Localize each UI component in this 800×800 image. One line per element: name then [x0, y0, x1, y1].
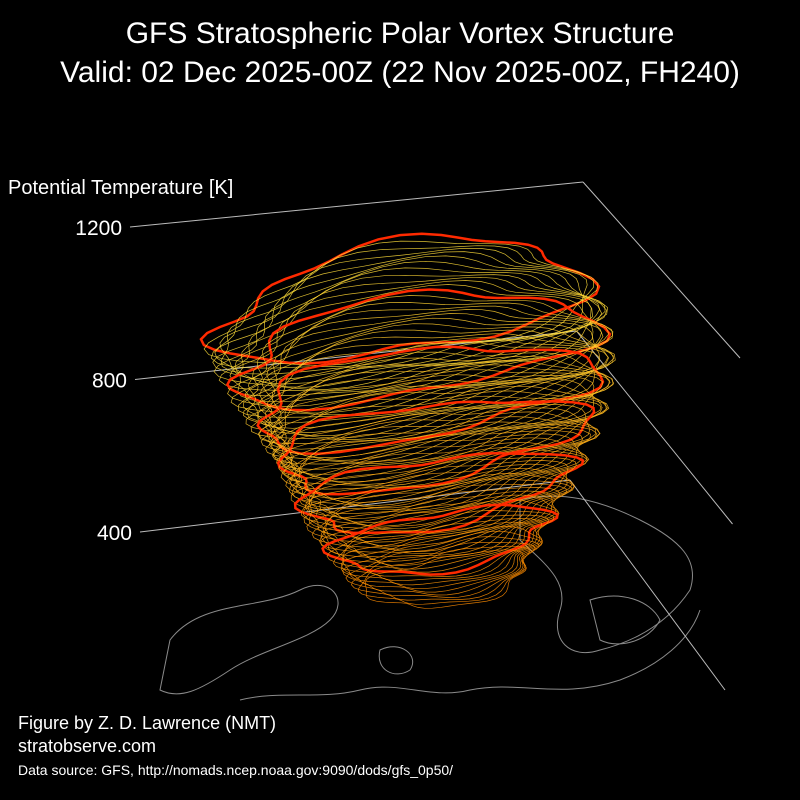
contour [218, 274, 606, 392]
contour [289, 442, 590, 530]
contour [333, 514, 550, 582]
contour [268, 374, 595, 475]
contour [245, 329, 616, 439]
labels: 400 800 1200 [75, 217, 132, 545]
contour [257, 341, 600, 450]
contour [358, 545, 531, 605]
axes [129, 181, 741, 691]
contour [304, 463, 573, 547]
grid-line [569, 479, 726, 691]
contour-highlight [321, 503, 559, 576]
grid-line [582, 181, 741, 359]
contour [345, 536, 540, 598]
contour [210, 245, 594, 369]
contour [291, 430, 583, 519]
contour-highlight [199, 232, 601, 365]
coastline [589, 595, 661, 645]
contour [283, 404, 591, 500]
z-axis-label: Potential Temperature [K] [8, 177, 233, 199]
contour [273, 395, 603, 490]
contour [244, 313, 601, 429]
contour [303, 473, 575, 552]
contour [300, 456, 577, 539]
contour [320, 494, 559, 570]
contour [341, 521, 543, 590]
contour [219, 251, 593, 380]
grid-line [576, 330, 733, 525]
z-tick-label: 1200 [75, 217, 122, 240]
contour [306, 478, 573, 555]
contour [278, 416, 601, 509]
contour [319, 487, 561, 562]
grid-line [139, 479, 571, 533]
contour [272, 378, 602, 479]
contour [203, 240, 599, 366]
credit-source: Data source: GFS, http://nomads.ncep.noa… [18, 762, 453, 778]
credit-author: Figure by Z. D. Lawrence (NMT) [18, 713, 276, 733]
coastlines [159, 495, 701, 701]
contour [364, 549, 527, 609]
coastline [378, 646, 414, 675]
credit-site: stratobserve.com [18, 736, 156, 756]
contour [230, 302, 613, 416]
contour [342, 530, 542, 596]
contour [227, 295, 614, 414]
chart-subtitle: Valid: 02 Dec 2025-00Z (22 Nov 2025-00Z,… [60, 56, 740, 89]
coastline [159, 584, 339, 695]
contour [258, 351, 610, 458]
contour [341, 526, 543, 593]
contour-highlight [256, 345, 605, 456]
vortex [199, 232, 616, 609]
contour [237, 305, 610, 418]
contour [311, 483, 567, 558]
z-tick-label: 800 [92, 370, 127, 393]
contour [227, 276, 601, 397]
z-tick-label: 400 [97, 522, 132, 545]
contour [265, 364, 611, 465]
chart-title: GFS Stratospheric Polar Vortex Structure [126, 17, 675, 50]
contour [220, 248, 588, 375]
contour [278, 411, 601, 507]
coastline [519, 495, 694, 654]
contour [350, 541, 536, 601]
contour [212, 260, 608, 388]
contour [326, 510, 555, 577]
coastline [239, 609, 701, 701]
contour-highlight [225, 288, 612, 412]
contour [250, 333, 615, 440]
contour [280, 421, 598, 510]
contour [260, 355, 614, 461]
contour [320, 499, 560, 573]
grid-line [129, 181, 584, 228]
contour [265, 359, 615, 463]
